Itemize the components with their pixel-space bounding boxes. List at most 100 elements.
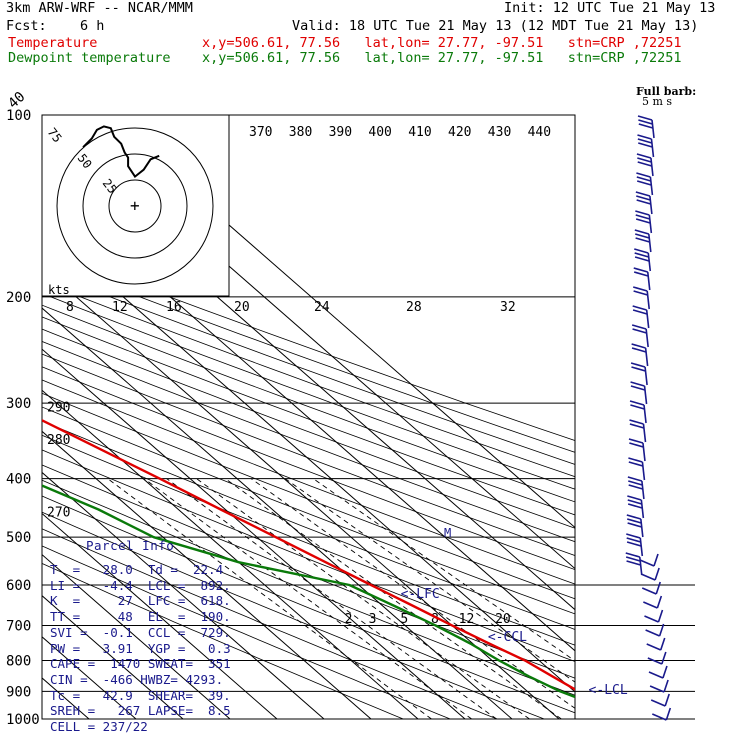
wind-barb xyxy=(630,362,648,386)
wind-barb-staff xyxy=(646,271,651,291)
wind-barb-flag xyxy=(628,480,643,486)
wind-barb xyxy=(629,400,647,424)
wind-barb-flag xyxy=(631,343,646,349)
wind-barb xyxy=(645,623,665,637)
mixing-ratio-line xyxy=(284,478,575,683)
dry-adiabat xyxy=(42,434,575,646)
wind-barb xyxy=(631,324,649,348)
wind-barb-flag xyxy=(630,381,645,387)
wind-barb xyxy=(635,191,653,215)
dry-adiabat xyxy=(42,420,575,630)
speed-tick-label: 12 xyxy=(112,300,128,315)
wind-barb xyxy=(637,115,655,139)
wind-barb-staff xyxy=(640,518,644,538)
wind-barb-flag xyxy=(637,115,653,121)
wind-barb-legend: Full barb: xyxy=(636,85,696,98)
model-title: 3km ARW-WRF -- NCAR/MMM xyxy=(6,0,193,16)
forecast-hour: 6 h xyxy=(80,18,105,34)
wind-barb xyxy=(625,552,643,576)
wind-barb-flag xyxy=(659,637,666,651)
parcel-info-title: Parcel Info xyxy=(86,538,175,553)
wind-barb-staff xyxy=(648,671,664,679)
wind-barb xyxy=(627,495,645,519)
forecast-label: Fcst: xyxy=(6,18,47,34)
wind-barb-flag xyxy=(626,541,642,547)
parcel-row: Tc = 42.9 SHEAR= 39. xyxy=(50,687,231,703)
isotherm-line xyxy=(42,595,184,719)
wind-barb-flag xyxy=(662,665,668,679)
wind-barb-flag xyxy=(634,229,650,235)
pressure-label: 200 xyxy=(6,290,31,306)
dry-adiabat xyxy=(42,293,575,490)
dewpoint-location: x,y=506.61, 77.56 lat,lon= 27.77, -97.51… xyxy=(202,50,682,66)
parcel-row: TT = 48 EL = 190. xyxy=(50,609,231,625)
wind-barb xyxy=(652,707,672,721)
isotherm-line xyxy=(42,348,466,719)
dry-adiabat xyxy=(42,464,575,679)
wind-barb-flag xyxy=(657,609,664,623)
pressure-label: 600 xyxy=(6,578,31,594)
wind-barb xyxy=(628,457,646,481)
mixing-ratio-label: 5 xyxy=(400,612,408,627)
wind-barb-flag xyxy=(625,556,641,562)
isotherm-line xyxy=(42,307,513,719)
wind-barb xyxy=(635,210,653,234)
wind-barb-flag xyxy=(636,195,651,201)
wind-barb-staff xyxy=(651,119,655,139)
pressure-label: 400 xyxy=(6,472,31,488)
wind-barb-staff xyxy=(648,214,653,234)
wind-barb-flag xyxy=(637,161,652,167)
wind-barb xyxy=(650,693,670,707)
wind-barb-flag xyxy=(629,442,644,448)
mixing-ratio-line xyxy=(225,478,562,719)
parcel-row: LI = -4.4 LCL = 892. xyxy=(50,577,231,593)
wind-barb xyxy=(626,533,644,557)
isotherm-line xyxy=(42,553,231,719)
wind-barb-flag xyxy=(629,419,644,425)
wind-barb-staff xyxy=(650,699,666,707)
dry-adiabat xyxy=(42,340,575,543)
wind-barb-flag xyxy=(658,623,665,637)
hodograph-origin: + xyxy=(130,196,140,215)
parcel-marker: M xyxy=(444,526,451,540)
wind-barb-flag xyxy=(634,248,649,254)
wind-barb xyxy=(644,609,664,623)
hodograph-kts-label: kts xyxy=(48,283,70,297)
wind-barb-flag xyxy=(627,499,642,505)
pressure-label: 700 xyxy=(6,618,31,634)
wind-barb-flag xyxy=(656,595,663,609)
wind-barb-flag xyxy=(629,400,645,406)
hodograph-ring xyxy=(108,179,162,233)
wind-barb-flag xyxy=(636,180,652,186)
wind-barb-staff xyxy=(640,573,656,581)
wind-barb xyxy=(636,153,654,177)
wind-barb-staff xyxy=(649,195,653,215)
wind-barb-units: 5 m s xyxy=(642,95,672,108)
wind-barb-flag xyxy=(635,191,651,197)
wind-barb-staff xyxy=(649,685,665,693)
hodograph-ring xyxy=(56,127,214,285)
wind-barb xyxy=(640,567,660,581)
wind-barb xyxy=(626,514,644,538)
isotherm-line xyxy=(42,225,575,693)
wind-barb-flag xyxy=(628,438,644,444)
wind-barb xyxy=(648,665,668,679)
wind-barb-flag xyxy=(635,237,650,243)
theta-label: 440 xyxy=(528,125,551,140)
wind-barb-staff xyxy=(641,461,646,481)
wind-barb-flag xyxy=(631,366,646,372)
dewpoint-legend-label: Dewpoint temperature xyxy=(8,50,171,66)
wind-barb-staff xyxy=(643,404,647,424)
wind-barb xyxy=(646,637,666,651)
wind-barb-flag xyxy=(654,567,660,581)
dry-adiabat xyxy=(42,495,575,714)
wind-barb-flag xyxy=(632,328,647,334)
wind-barb xyxy=(643,595,663,609)
wind-barb-flag xyxy=(636,199,651,205)
parcel-row: T = 28.0 Td = 22.4 xyxy=(50,562,224,577)
wind-barb-flag xyxy=(653,553,659,567)
wind-barb-staff xyxy=(650,157,654,177)
wind-barb-staff xyxy=(645,328,649,348)
wind-barb-staff xyxy=(643,385,648,405)
wind-barb-flag xyxy=(638,142,653,148)
